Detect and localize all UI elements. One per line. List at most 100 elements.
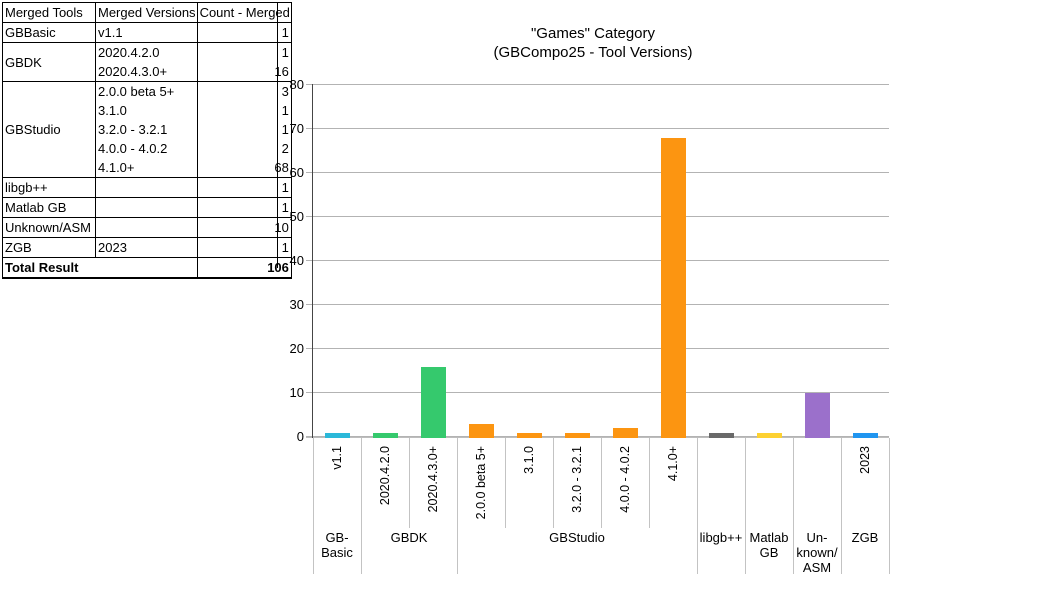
gridline [306,392,889,393]
chart-title: "Games" Category [530,25,656,42]
table-row: 3.2.0 - 3.2.1 1 [3,120,292,139]
cell-tool[interactable]: GBBasic [2,22,96,43]
total-row: Total Result 106 [2,257,292,279]
gridline [306,84,889,85]
gridline [306,436,889,437]
cell-tool[interactable]: ZGB [2,237,96,258]
category-separator [649,438,650,528]
x-axis-group-label: Matlab GB [749,530,789,560]
cell-count[interactable]: 1 [196,22,292,43]
gridline [306,128,889,129]
table-row: GBStudio 2.0.0 beta 5+ 3 [2,81,292,178]
group-separator [361,438,362,574]
table-right-edge-line [277,2,278,268]
cell-version[interactable]: v1.1 [95,22,198,43]
group-separator [793,438,794,574]
category-separator [601,438,602,528]
pivot-table: Merged Tools Merged Versions Count - Mer… [2,2,292,279]
category-separator [553,438,554,528]
gridline [306,216,889,217]
x-axis-group-label: GB- Basic [321,530,353,560]
x-axis-version-label: 2020.4.3.0+ [426,446,440,513]
y-axis-label: 0 [296,429,304,444]
x-axis-group-label: libgb++ [699,530,743,545]
cell-tool[interactable]: Matlab GB [2,197,96,218]
cell-version[interactable]: 2.0.0 beta 5+ [95,81,198,101]
bar-gbstudio-4.1.0+[interactable] [660,138,686,438]
table-row: 2020.4.3.0+ 16 [3,62,292,82]
y-axis-label: 40 [289,253,304,268]
group-separator [889,438,890,574]
cell-count[interactable]: 1 [196,101,292,120]
x-axis-version-label: 4.1.0+ [666,446,680,482]
x-axis-group-label: GBDK [390,530,428,545]
cell-count[interactable]: 3 [196,81,292,101]
cell-version[interactable]: 2023 [95,237,198,258]
gridline [306,172,889,173]
cell-count[interactable]: 16 [196,62,292,82]
cell-version[interactable]: 4.1.0+ [95,158,198,178]
x-axis-version-label: 4.0.0 - 4.0.2 [618,446,632,513]
y-axis-line [312,84,313,438]
cell-tool[interactable]: GBStudio [2,81,96,178]
cell-version[interactable]: 4.0.0 - 4.0.2 [95,139,198,158]
x-axis-version-label: 2.0.0 beta 5+ [474,446,488,520]
table-row: 4.1.0+ 68 [3,158,292,178]
cell-version[interactable]: 2020.4.2.0 [95,42,198,62]
bar-zgb-2023[interactable] [852,433,878,438]
group-separator [745,438,746,574]
bar-gbbasic-v1.1[interactable] [324,433,350,438]
table-row: Matlab GB 1 [2,197,292,218]
bar-libgb++[interactable] [708,433,734,438]
gridline [306,304,889,305]
y-axis-label: 10 [289,385,304,400]
bar-matlab-gb[interactable] [756,433,782,438]
y-axis-label: 30 [289,297,304,312]
table-row: libgb++ 1 [2,177,292,198]
x-axis-group-label: Un- known/ ASM [796,530,838,575]
group-separator [313,438,314,574]
total-label-cell[interactable]: Total Result [2,257,198,279]
x-axis-line [306,437,889,438]
bar-gbstudio-2.0.0-beta-5+[interactable] [468,424,494,438]
bar-gbstudio-3.1.0[interactable] [516,433,542,438]
gridline [306,260,889,261]
x-axis-version-label: 2020.4.2.0 [378,446,392,506]
bar-gbstudio-3.2.0-3.2.1[interactable] [564,433,590,438]
bar-gbstudio-4.0.0-4.0.2[interactable] [612,428,638,438]
chart-subtitle: (GBCompo25 - Tool Versions) [493,44,693,61]
group-separator [457,438,458,574]
x-axis-group-label: GBStudio [549,530,605,545]
cell-count[interactable]: 68 [196,158,292,178]
bar-unknown-asm[interactable] [804,393,830,438]
cell-count[interactable]: 1 [196,237,292,258]
table-row: 3.1.0 1 [3,101,292,120]
gridline [306,348,889,349]
table-row: GBDK 2020.4.2.0 1 [2,42,292,82]
y-axis-label: 50 [289,209,304,224]
bar-gbdk-2020.4.3.0+[interactable] [420,367,446,438]
y-axis-label: 70 [289,121,304,136]
cell-count[interactable]: 10 [196,217,292,238]
category-separator [505,438,506,528]
cell-count[interactable]: 1 [196,197,292,218]
table-row: Unknown/ASM 10 [2,217,292,238]
cell-count[interactable]: 1 [196,177,292,198]
x-axis-version-label: 3.1.0 [522,446,536,474]
cell-count[interactable]: 1 [196,42,292,62]
cell-count[interactable]: 2 [196,139,292,158]
group-separator [841,438,842,574]
cell-version[interactable]: 3.2.0 - 3.2.1 [95,120,198,139]
table-row: ZGB 2023 1 [2,237,292,258]
cell-tool[interactable]: GBDK [2,42,96,82]
total-count-cell[interactable]: 106 [196,257,292,279]
table-row: 4.0.0 - 4.0.2 2 [3,139,292,158]
x-axis-version-label: v1.1 [330,446,344,470]
bar-gbdk-2020.4.2.0[interactable] [372,433,398,438]
cell-count[interactable]: 1 [196,120,292,139]
cell-tool[interactable]: libgb++ [2,177,96,198]
cell-tool[interactable]: Unknown/ASM [2,217,96,238]
table-row: GBBasic v1.1 1 [2,22,292,43]
